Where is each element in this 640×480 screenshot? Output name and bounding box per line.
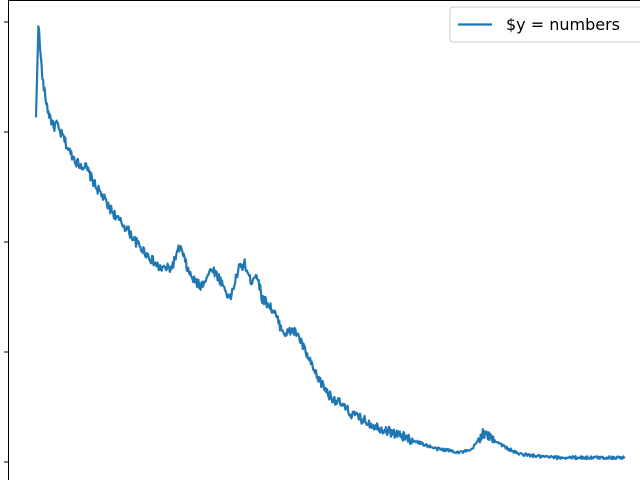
- legend: $y = numbers: [449, 6, 640, 43]
- series-line: [34, 25, 626, 461]
- legend-box: [449, 6, 640, 43]
- legend-label: $y = numbers: [506, 15, 620, 34]
